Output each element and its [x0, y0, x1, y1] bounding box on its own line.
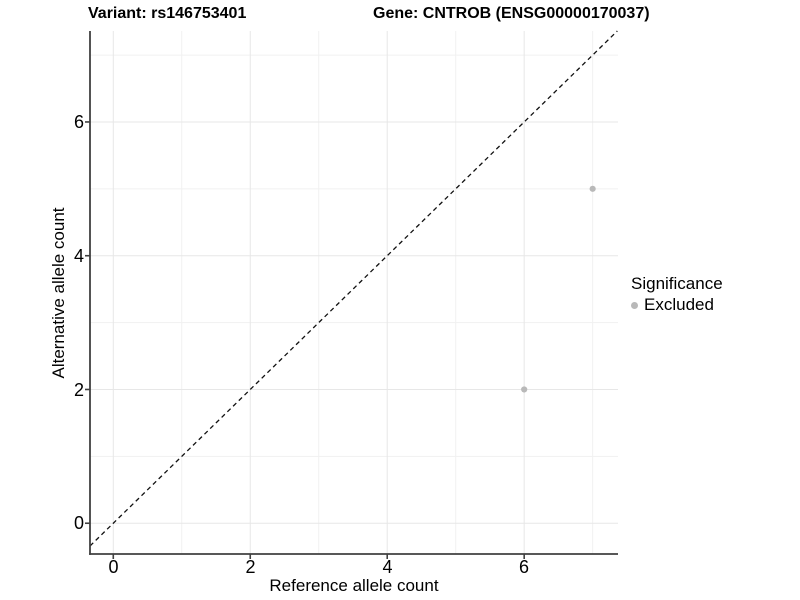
x-tick-label-2: 2 [245, 557, 256, 577]
gene-title: Gene: CNTROB (ENSG00000170037) [373, 5, 650, 22]
legend: Significance Excluded [631, 274, 723, 315]
excluded-point-icon [631, 301, 638, 309]
y-tick-label-4: 4 [73, 245, 84, 266]
y-tick-label-2: 2 [73, 379, 84, 400]
x-axis-title: Reference allele count [269, 576, 439, 595]
x-tick-label-6: 6 [518, 557, 529, 577]
y-axis-title: Alternative allele count [49, 207, 68, 379]
legend-title: Significance [631, 274, 723, 293]
legend-item-label: Excluded [644, 295, 714, 314]
legend-item-excluded: Excluded [631, 295, 723, 315]
identity-reference-line [89, 30, 618, 547]
data-point [589, 185, 596, 192]
x-tick-label-4: 4 [382, 557, 393, 577]
y-tick-label-6: 6 [73, 111, 84, 132]
variant-title: Variant: rs146753401 [88, 5, 247, 22]
x-tick-label-0: 0 [108, 557, 119, 577]
data-point [521, 386, 528, 393]
y-tick-label-0: 0 [73, 513, 84, 533]
